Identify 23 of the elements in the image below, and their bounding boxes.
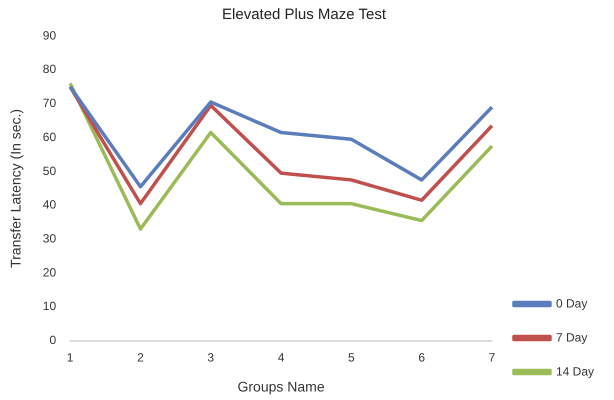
x-tick-label: 4 [278,350,285,364]
x-tick-label: 5 [348,350,356,364]
legend-label: 0 Day [556,296,588,310]
y-tick-label: 90 [42,28,56,42]
y-tick-label: 50 [42,164,56,178]
y-tick-label: 80 [42,62,56,76]
chart-title: Elevated Plus Maze Test [222,6,387,24]
x-tick-label: 7 [488,350,496,364]
y-tick-label: 30 [42,232,56,246]
y-axis-title: Transfer Latency (In sec.) [7,108,24,268]
y-tick-label: 10 [42,299,56,314]
x-tick-label: 1 [66,350,74,364]
y-tick-label: 60 [42,130,56,144]
x-tick-label: 3 [207,350,214,364]
x-axis-title: Groups Name [237,378,325,394]
x-tick-label: 6 [418,350,426,364]
legend-label: 14 Day [556,364,594,378]
y-tick-label: 0 [49,333,56,348]
y-tick-label: 70 [42,96,56,110]
legend-label: 7 Day [556,330,588,344]
y-tick-label: 40 [42,198,56,212]
y-tick-label: 20 [42,265,56,280]
x-tick-label: 2 [137,350,144,364]
